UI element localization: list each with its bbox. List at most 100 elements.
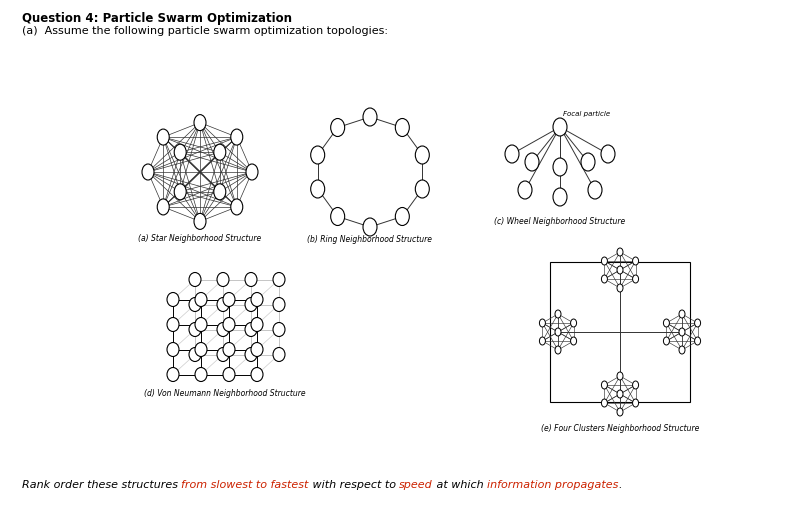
Ellipse shape: [245, 297, 257, 311]
Ellipse shape: [617, 408, 623, 416]
Ellipse shape: [174, 144, 186, 160]
Ellipse shape: [396, 207, 409, 225]
Ellipse shape: [331, 207, 345, 225]
Ellipse shape: [189, 297, 201, 311]
Ellipse shape: [518, 181, 532, 199]
Ellipse shape: [633, 381, 638, 389]
Ellipse shape: [251, 368, 263, 381]
Ellipse shape: [231, 129, 243, 145]
Ellipse shape: [540, 319, 545, 327]
Ellipse shape: [617, 248, 623, 256]
Text: (c) Wheel Neighborhood Structure: (c) Wheel Neighborhood Structure: [494, 217, 625, 226]
Text: (b) Ring Neighborhood Structure: (b) Ring Neighborhood Structure: [307, 235, 433, 244]
Ellipse shape: [217, 348, 229, 361]
Ellipse shape: [231, 199, 243, 215]
Ellipse shape: [223, 343, 235, 356]
Ellipse shape: [251, 292, 263, 307]
Ellipse shape: [363, 218, 377, 236]
Ellipse shape: [214, 144, 226, 160]
Ellipse shape: [679, 328, 685, 336]
Ellipse shape: [601, 257, 608, 265]
Text: (e) Four Clusters Neighborhood Structure: (e) Four Clusters Neighborhood Structure: [540, 424, 699, 433]
Text: Focal particle: Focal particle: [563, 111, 610, 117]
Ellipse shape: [601, 275, 608, 283]
Text: (a) Star Neighborhood Structure: (a) Star Neighborhood Structure: [138, 234, 261, 243]
Ellipse shape: [217, 323, 229, 336]
Text: (a)  Assume the following particle swarm optimization topologies:: (a) Assume the following particle swarm …: [22, 26, 388, 36]
Ellipse shape: [553, 158, 567, 176]
Ellipse shape: [194, 214, 206, 229]
Ellipse shape: [174, 184, 186, 200]
Ellipse shape: [617, 284, 623, 292]
Ellipse shape: [570, 337, 577, 345]
Text: (d) Von Neumann Neighborhood Structure: (d) Von Neumann Neighborhood Structure: [144, 390, 306, 398]
Ellipse shape: [194, 115, 206, 131]
Ellipse shape: [245, 272, 257, 287]
Ellipse shape: [214, 184, 226, 200]
Ellipse shape: [273, 348, 285, 361]
Ellipse shape: [553, 118, 567, 136]
Ellipse shape: [167, 317, 179, 331]
Ellipse shape: [217, 297, 229, 311]
Ellipse shape: [245, 323, 257, 336]
Ellipse shape: [167, 292, 179, 307]
Ellipse shape: [223, 292, 235, 307]
Ellipse shape: [273, 297, 285, 311]
Ellipse shape: [415, 146, 430, 164]
Ellipse shape: [553, 188, 567, 206]
Ellipse shape: [189, 348, 201, 361]
Ellipse shape: [588, 181, 602, 199]
Ellipse shape: [525, 153, 539, 171]
Ellipse shape: [189, 323, 201, 336]
Ellipse shape: [601, 399, 608, 407]
Text: with respect to: with respect to: [309, 480, 400, 490]
Ellipse shape: [505, 145, 519, 163]
Text: information propagates: information propagates: [487, 480, 619, 490]
Ellipse shape: [695, 319, 701, 327]
Ellipse shape: [617, 372, 623, 380]
Bar: [550, 262, 690, 402]
Ellipse shape: [617, 390, 623, 398]
Ellipse shape: [633, 275, 638, 283]
Ellipse shape: [246, 164, 258, 180]
Ellipse shape: [617, 266, 623, 274]
Ellipse shape: [195, 292, 207, 307]
Ellipse shape: [251, 343, 263, 356]
Ellipse shape: [415, 180, 430, 198]
Ellipse shape: [540, 337, 545, 345]
Ellipse shape: [679, 310, 685, 318]
Ellipse shape: [273, 323, 285, 336]
Text: speed: speed: [400, 480, 433, 490]
Ellipse shape: [195, 343, 207, 356]
Ellipse shape: [251, 317, 263, 331]
Ellipse shape: [273, 272, 285, 287]
Ellipse shape: [555, 346, 561, 354]
Ellipse shape: [189, 272, 201, 287]
Ellipse shape: [396, 118, 409, 137]
Ellipse shape: [157, 199, 169, 215]
Ellipse shape: [223, 317, 235, 331]
Ellipse shape: [555, 310, 561, 318]
Ellipse shape: [601, 145, 615, 163]
Ellipse shape: [663, 319, 669, 327]
Ellipse shape: [555, 328, 561, 336]
Ellipse shape: [217, 272, 229, 287]
Ellipse shape: [633, 399, 638, 407]
Ellipse shape: [311, 180, 324, 198]
Ellipse shape: [663, 337, 669, 345]
Ellipse shape: [157, 129, 169, 145]
Ellipse shape: [195, 317, 207, 331]
Text: Question 4: Particle Swarm Optimization: Question 4: Particle Swarm Optimization: [22, 12, 292, 25]
Text: .: .: [619, 480, 622, 490]
Ellipse shape: [695, 337, 701, 345]
Ellipse shape: [581, 153, 595, 171]
Ellipse shape: [570, 319, 577, 327]
Text: from slowest to fastest: from slowest to fastest: [181, 480, 309, 490]
Ellipse shape: [311, 146, 324, 164]
Ellipse shape: [363, 108, 377, 126]
Ellipse shape: [167, 368, 179, 381]
Ellipse shape: [633, 257, 638, 265]
Ellipse shape: [195, 368, 207, 381]
Ellipse shape: [331, 118, 345, 137]
Text: Rank order these structures: Rank order these structures: [22, 480, 181, 490]
